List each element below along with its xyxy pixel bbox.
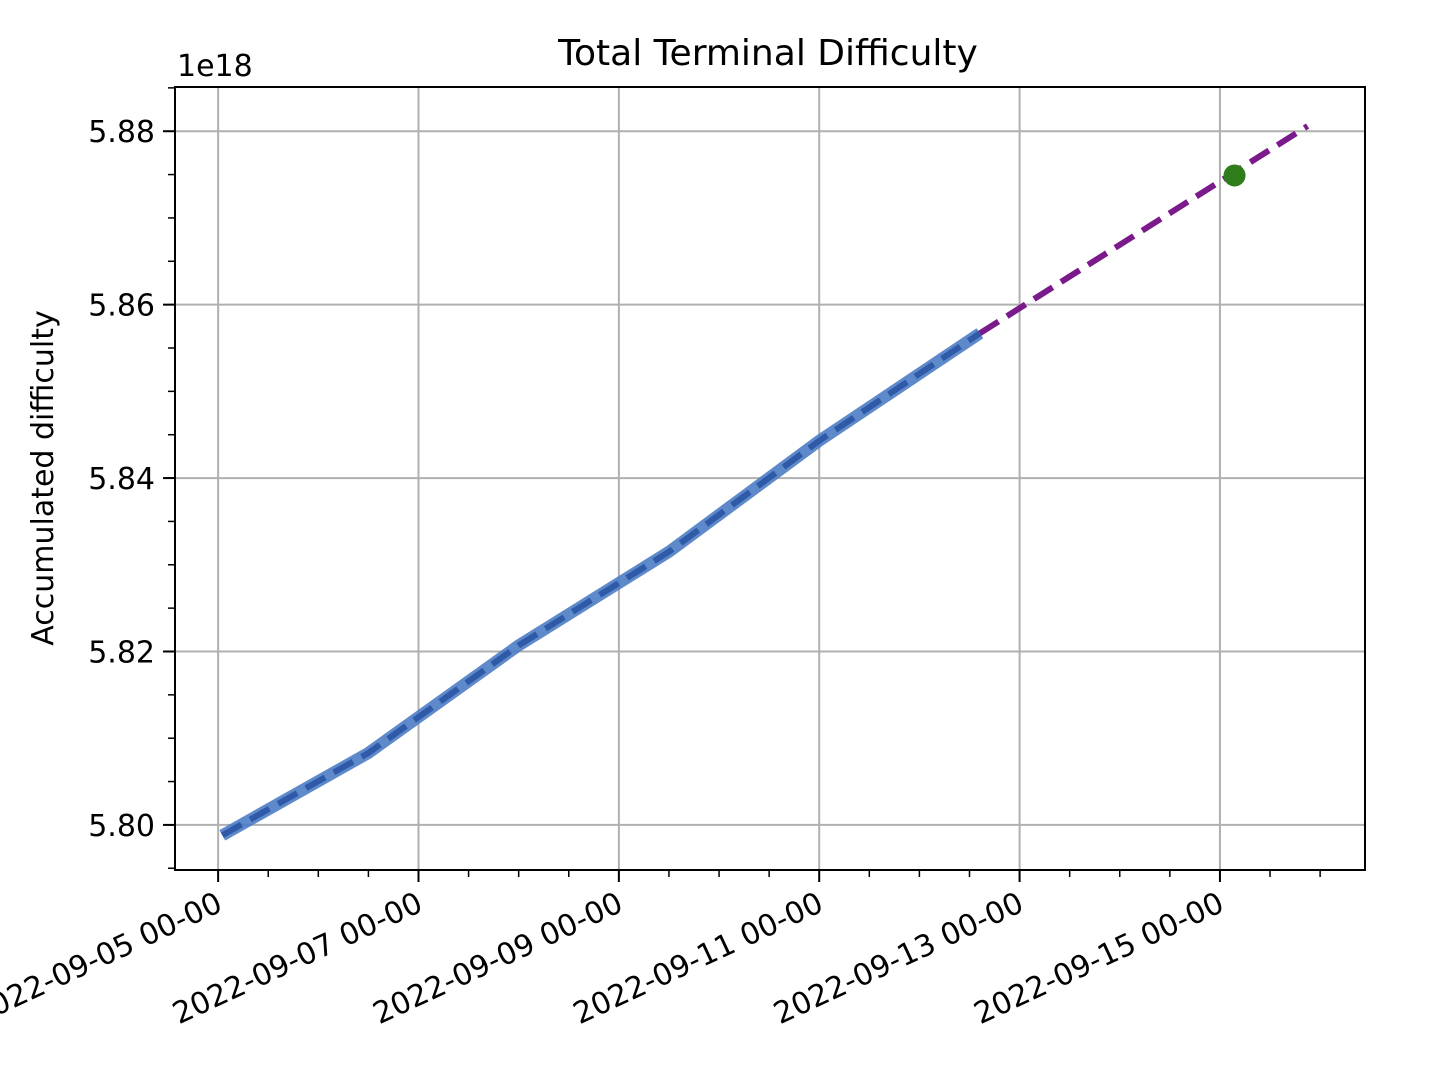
- data-point-marker: [1223, 164, 1246, 187]
- y-tick-label: 5.86: [88, 289, 155, 324]
- fit-line: [220, 330, 982, 838]
- projection-line: [978, 123, 1310, 336]
- y-tick-label: 5.82: [88, 635, 155, 670]
- y-tick-label: 5.80: [88, 809, 155, 844]
- y-tick-label: 5.84: [88, 462, 155, 497]
- y-tick-label: 5.88: [88, 115, 155, 150]
- series-layer: [219, 123, 1310, 841]
- y-offset-label: 1e18: [177, 49, 253, 84]
- y-axis-label: Accumulated difficulty: [26, 310, 61, 646]
- chart-title: Total Terminal Difficulty: [557, 33, 978, 74]
